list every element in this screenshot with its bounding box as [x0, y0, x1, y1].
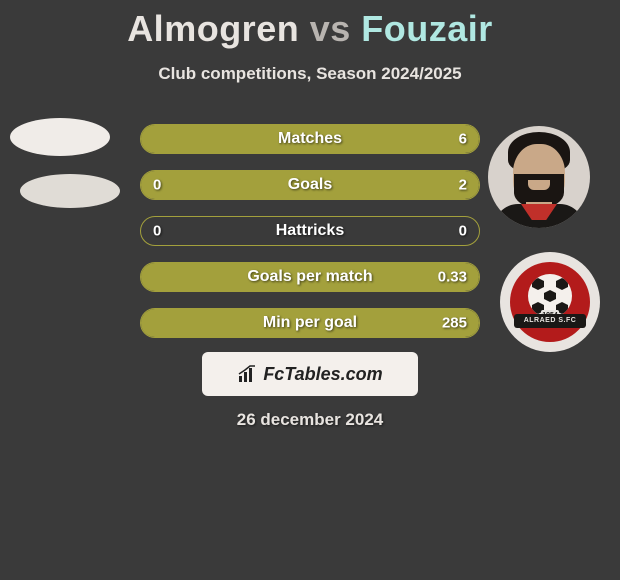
- player1-club-placeholder: [20, 174, 120, 208]
- stat-row: Min per goal285: [140, 308, 480, 338]
- stat-value-left: 0: [153, 177, 161, 194]
- player1-name: Almogren: [127, 8, 299, 49]
- stat-bar-right: [141, 263, 479, 291]
- vs-separator: vs: [310, 8, 351, 49]
- stat-row: Goals per match0.33: [140, 262, 480, 292]
- comparison-title: Almogren vs Fouzair: [0, 0, 620, 50]
- site-branding: FcTables.com: [202, 352, 418, 396]
- stat-row: Matches6: [140, 124, 480, 154]
- stat-value-right: 2: [459, 177, 467, 194]
- stat-value-left: 0: [153, 223, 161, 240]
- player1-avatar-placeholder: [10, 118, 110, 156]
- stat-value-right: 6: [459, 131, 467, 148]
- club-name: ALRAED S.FC: [514, 314, 586, 328]
- date-label: 26 december 2024: [0, 410, 620, 430]
- stat-value-right: 0: [459, 223, 467, 240]
- player2-avatar: [488, 126, 590, 228]
- subtitle: Club competitions, Season 2024/2025: [0, 64, 620, 84]
- chart-icon: [237, 364, 257, 384]
- stat-bar-right: [141, 125, 479, 153]
- stat-value-right: 0.33: [438, 269, 467, 286]
- player2-name: Fouzair: [361, 8, 493, 49]
- stat-bar-right: [141, 309, 479, 337]
- stat-row: Goals02: [140, 170, 480, 200]
- stat-label: Hattricks: [141, 222, 479, 240]
- stat-row: Hattricks0 0: [140, 216, 480, 246]
- stat-bar-right: [141, 171, 479, 199]
- stats-panel: Matches6Goals02Hattricks00Goals per matc…: [140, 124, 480, 354]
- stat-value-right: 285: [442, 315, 467, 332]
- brand-text: FcTables.com: [263, 364, 382, 385]
- player2-club-badge: 1954 ALRAED S.FC: [500, 252, 600, 352]
